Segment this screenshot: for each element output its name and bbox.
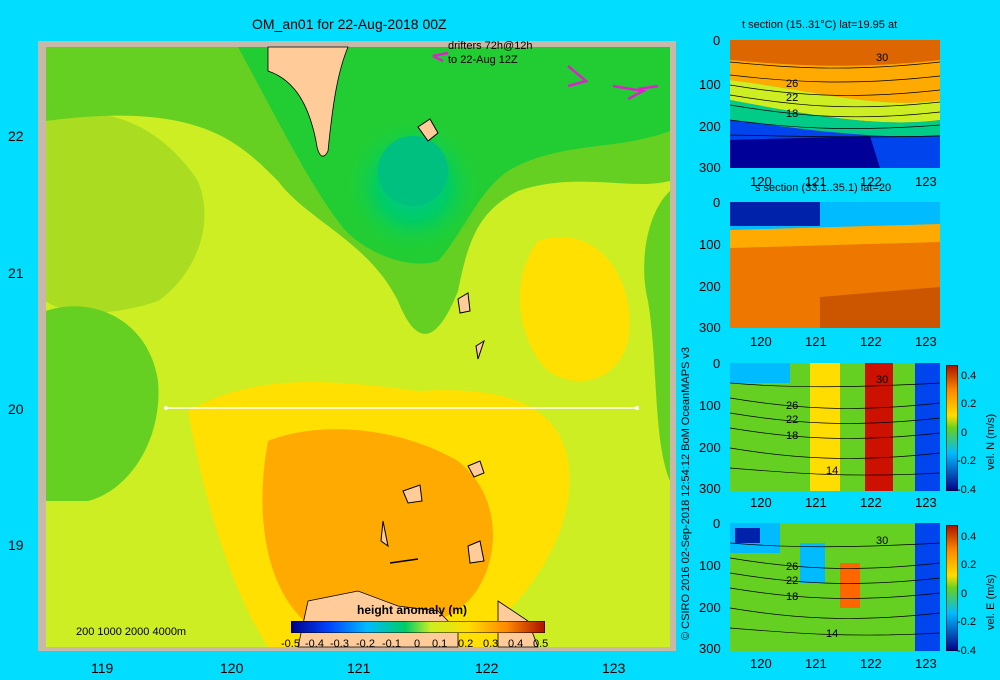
velocity-north-section xyxy=(730,363,940,491)
drifter-note: to 22-Aug 12Z xyxy=(448,54,518,66)
section-x-tick: 121 xyxy=(805,656,827,671)
section-x-tick: 121 xyxy=(805,174,827,189)
vel-tick: -0.2 xyxy=(957,616,976,628)
section-x-tick: 120 xyxy=(750,174,772,189)
lon-label: 120 xyxy=(220,660,244,676)
cbar-tick: -0.2 xyxy=(356,638,375,650)
section-x-tick: 121 xyxy=(805,495,827,510)
section-y-tick: 100 xyxy=(699,237,721,252)
vel-tick: -0.4 xyxy=(957,645,976,657)
section-y-tick: 200 xyxy=(699,600,721,615)
section-x-tick: 122 xyxy=(860,656,882,671)
vel-tick: 0.4 xyxy=(961,531,977,543)
depth-legend: 200 1000 2000 4000m xyxy=(76,626,187,638)
section-y-tick: 200 xyxy=(699,119,721,134)
colorbar-title: height anomaly (m) xyxy=(357,603,468,617)
contour-label: 22 xyxy=(786,414,799,426)
contour-label: 30 xyxy=(876,374,889,386)
velocity-east-section xyxy=(730,523,940,651)
lon-label: 123 xyxy=(602,660,626,676)
lon-label: 122 xyxy=(475,660,499,676)
vel-tick: 0.2 xyxy=(961,398,977,410)
lat-label: 19 xyxy=(8,537,24,553)
lon-label: 119 xyxy=(91,660,114,676)
cbar-tick: 0.4 xyxy=(508,638,524,650)
section-y-tick: 300 xyxy=(699,320,721,335)
section-y-tick: 0 xyxy=(713,33,721,48)
contour-label: 22 xyxy=(786,575,799,587)
section-y-tick: 0 xyxy=(713,195,721,210)
section-y-tick: 200 xyxy=(699,279,721,294)
section-x-tick: 122 xyxy=(860,495,882,510)
section-y-tick: 300 xyxy=(699,481,721,496)
section-y-tick: 0 xyxy=(713,356,721,371)
vel-tick: -0.4 xyxy=(957,484,976,496)
section-title: s section (33.1..35.1) lat=20 xyxy=(755,182,892,194)
cbar-tick: 0.1 xyxy=(432,638,448,650)
cbar-tick: -0.3 xyxy=(330,638,349,650)
credit-text: © CSIRO 2016 02-Sep-2018 12:54:12 BoM Oc… xyxy=(680,346,692,640)
height-anomaly-map xyxy=(38,41,676,651)
contour-label: 26 xyxy=(786,400,799,412)
section-x-tick: 123 xyxy=(915,495,937,510)
lat-label: 22 xyxy=(8,128,24,144)
section-y-tick: 100 xyxy=(699,558,721,573)
vel-tick: 0.2 xyxy=(961,559,977,571)
contour-label: 18 xyxy=(786,108,799,120)
vel-n-colorbar xyxy=(946,365,958,491)
section-x-tick: 121 xyxy=(805,334,827,349)
vel-e-label: vel. E (m/s) xyxy=(985,574,997,630)
temperature-section xyxy=(730,40,940,168)
drifter-note: drifters 72h@12h xyxy=(448,40,533,52)
section-x-tick: 120 xyxy=(750,495,772,510)
section-y-tick: 200 xyxy=(699,440,721,455)
cbar-tick: 0.5 xyxy=(533,638,549,650)
map-title: OM_an01 for 22-Aug-2018 00Z xyxy=(252,16,447,32)
contour-label: 26 xyxy=(786,561,799,573)
section-y-tick: 300 xyxy=(699,160,721,175)
cbar-tick: -0.1 xyxy=(382,638,401,650)
section-y-tick: 300 xyxy=(699,641,721,656)
contour-label: 30 xyxy=(876,535,889,547)
vel-n-label: vel. N (m/s) xyxy=(985,413,997,470)
contour-label: 14 xyxy=(826,628,839,640)
section-y-tick: 100 xyxy=(699,398,721,413)
height-anomaly-colorbar xyxy=(291,621,545,633)
lat-label: 20 xyxy=(8,401,24,417)
section-y-tick: 100 xyxy=(699,77,721,92)
section-y-tick: 0 xyxy=(713,516,721,531)
section-x-tick: 122 xyxy=(860,334,882,349)
cbar-tick: -0.4 xyxy=(305,638,324,650)
section-x-tick: 123 xyxy=(915,334,937,349)
salinity-section xyxy=(730,202,940,328)
section-x-tick: 120 xyxy=(750,334,772,349)
cbar-tick: -0.5 xyxy=(281,638,300,650)
contour-label: 26 xyxy=(786,78,799,90)
contour-label: 30 xyxy=(876,52,889,64)
vel-tick: 0 xyxy=(961,588,968,600)
vel-e-colorbar xyxy=(946,525,958,651)
contour-label: 22 xyxy=(786,92,799,104)
contour-label: 14 xyxy=(826,465,839,477)
section-x-tick: 123 xyxy=(915,174,937,189)
vel-tick: -0.2 xyxy=(957,455,976,467)
contour-label: 18 xyxy=(786,430,799,442)
section-x-tick: 122 xyxy=(860,174,882,189)
contour-label: 18 xyxy=(786,591,799,603)
lon-label: 121 xyxy=(347,660,371,676)
section-x-tick: 120 xyxy=(750,656,772,671)
section-x-tick: 123 xyxy=(915,656,937,671)
vel-tick: 0 xyxy=(961,427,968,439)
cbar-tick: 0.3 xyxy=(483,638,499,650)
cbar-tick: 0.2 xyxy=(458,638,474,650)
cbar-tick: 0 xyxy=(414,638,421,650)
section-title: t section (15..31°C) lat=19.95 at xyxy=(742,19,898,31)
lat-label: 21 xyxy=(8,265,24,281)
vel-tick: 0.4 xyxy=(961,370,977,382)
